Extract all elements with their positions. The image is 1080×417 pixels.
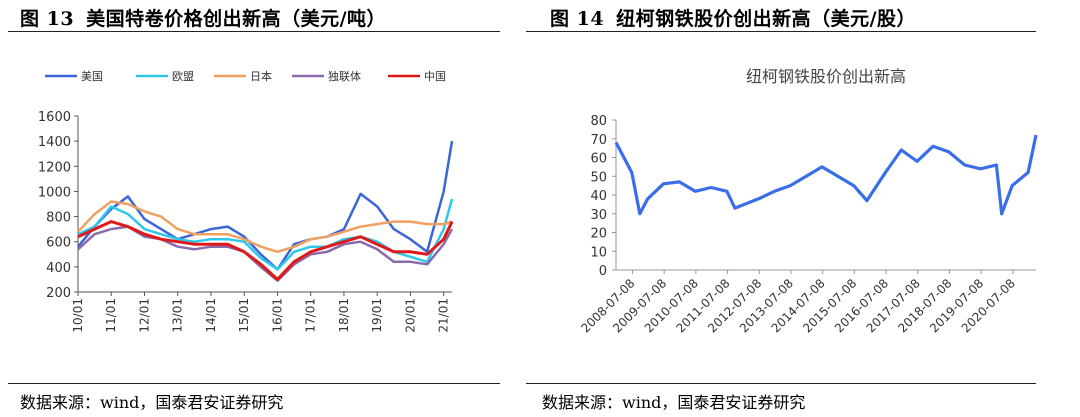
x-tick-label: 16/01 [270, 298, 284, 333]
y-tick-label: 0 [599, 264, 607, 279]
legend-label: 独联体 [328, 69, 361, 83]
x-tick-label: 12/01 [137, 298, 151, 333]
series-line [77, 140, 454, 271]
legend-label: 美国 [81, 70, 103, 83]
right-panel: 图 14 纽柯钢铁股价创出新高（美元/股） 纽柯钢铁股价创出新高 0 10 20 30 40… [526, 0, 1080, 417]
y-tick-label: 800 [46, 211, 71, 226]
y-tick-label: 10 [590, 245, 607, 260]
figure-title: 图 14 纽柯钢铁股价创出新高（美元/股） [550, 4, 916, 31]
x-tick-label: 14/01 [204, 298, 218, 333]
y-tick-label: 60 [590, 152, 607, 167]
series-line [614, 134, 1038, 216]
x-tick-label: 18/01 [337, 298, 351, 333]
y-tick-label: 30 [590, 208, 607, 223]
x-tick-label: 21/01 [437, 298, 451, 333]
figure-title: 图 13 美国特卷价格创出新高（美元/吨） [20, 4, 386, 31]
y-tick-label: 600 [46, 236, 71, 251]
y-tick-label: 80 [590, 114, 607, 129]
y-tick-label: 70 [590, 133, 607, 148]
x-tick-label: 15/01 [237, 298, 251, 333]
legend-label: 欧盟 [172, 70, 194, 83]
y-tick-label: 50 [590, 170, 607, 185]
top-rule [8, 31, 500, 32]
y-tick-label: 1200 [38, 160, 71, 175]
figure-title-text: 纽柯钢铁股价创出新高（美元/股） [616, 8, 917, 30]
legend-label: 日本 [250, 69, 272, 83]
x-tick-label: 19/01 [370, 298, 384, 333]
steel-price-chart: 200 400 600 800 1000 1200 1400 1600 10/01 11/01 12… [38, 69, 454, 333]
legend-label: 中国 [424, 70, 446, 83]
x-tick-label: 13/01 [171, 298, 185, 333]
y-tick-label: 200 [46, 286, 71, 301]
figure-title-text: 美国特卷价格创出新高（美元/吨） [86, 8, 387, 30]
top-rule [526, 31, 1036, 32]
x-tick-label: 10/01 [71, 298, 85, 333]
y-tick-label: 1000 [38, 185, 71, 200]
y-tick-label: 1400 [38, 135, 71, 150]
nucor-price-chart: 纽柯钢铁股价创出新高010203040506070802008-07-08200… [578, 67, 1038, 335]
left-panel: 图 13 美国特卷价格创出新高（美元/吨） 200 400 600 800 1000 120… [8, 4, 500, 412]
y-tick-label: 20 [590, 227, 607, 242]
x-tick-label: 20/01 [403, 298, 417, 333]
x-tick-label: 17/01 [304, 298, 318, 333]
data-source: 数据来源：wind，国泰君安证券研究 [20, 393, 284, 412]
figure-number: 图 13 [20, 8, 75, 30]
y-tick-label: 400 [46, 261, 71, 276]
y-tick-label: 1600 [38, 110, 71, 125]
figure-number: 图 14 [550, 8, 605, 30]
y-tick-label: 40 [590, 189, 607, 204]
chart-title: 纽柯钢铁股价创出新高 [746, 67, 906, 86]
series-line [77, 200, 453, 254]
data-source: 数据来源：wind，国泰君安证券研究 [542, 393, 806, 412]
series-line [77, 220, 454, 281]
bottom-rule [8, 383, 500, 384]
bottom-rule [526, 383, 1036, 384]
x-tick-label: 11/01 [104, 298, 118, 333]
